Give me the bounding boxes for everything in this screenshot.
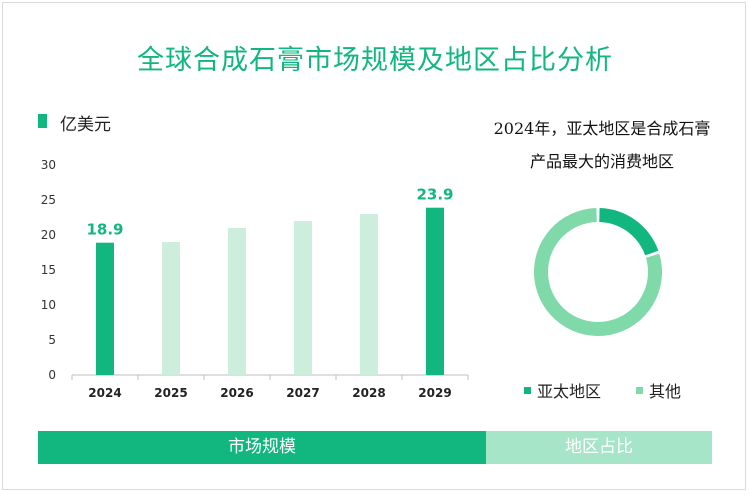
page-title: 全球合成石膏市场规模及地区占比分析 xyxy=(137,45,613,76)
pie-caption: 2024年，亚太地区是合成石膏 产品最大的消费地区 xyxy=(478,112,726,178)
y-tick-label: 5 xyxy=(48,333,56,347)
pie-caption-line2: 产品最大的消费地区 xyxy=(529,152,674,171)
donut-slice-0 xyxy=(599,208,659,256)
data-label-2029: 23.9 xyxy=(416,186,453,204)
bar-2025 xyxy=(162,242,180,375)
page-frame xyxy=(2,2,746,490)
y-tick-label: 10 xyxy=(41,298,56,312)
bar-2029 xyxy=(426,207,444,375)
x-tick-label: 2029 xyxy=(418,386,451,400)
data-label-2024: 18.9 xyxy=(86,221,123,239)
y-tick-label: 0 xyxy=(48,368,56,382)
legend-item-other: 其他 xyxy=(636,378,681,402)
unit-marker xyxy=(38,114,47,128)
donut-chart xyxy=(534,208,662,336)
tab-market-size[interactable]: 市场规模 xyxy=(38,431,486,464)
x-tick-label: 2025 xyxy=(154,386,187,400)
bar-2026 xyxy=(228,228,246,375)
y-tick-label: 15 xyxy=(41,263,56,277)
x-tick-label: 2026 xyxy=(220,386,253,400)
legend-item-asia: 亚太地区 xyxy=(524,378,601,402)
y-tick-label: 20 xyxy=(41,228,56,242)
tab-bar: 市场规模 地区占比 xyxy=(38,431,712,464)
y-tick-label: 25 xyxy=(41,193,56,207)
bar-2028 xyxy=(360,214,378,375)
x-tick-label: 2027 xyxy=(286,386,319,400)
legend-label-other: 其他 xyxy=(649,382,682,401)
tab-region-share[interactable]: 地区占比 xyxy=(486,431,712,464)
legend-swatch-other xyxy=(636,386,643,394)
bar-2027 xyxy=(294,221,312,375)
x-tick-label: 2028 xyxy=(352,386,385,400)
bar-2024 xyxy=(96,242,114,375)
legend-label-asia: 亚太地区 xyxy=(537,382,602,401)
legend-swatch-asia xyxy=(524,386,531,394)
x-tick-label: 2024 xyxy=(88,386,121,400)
unit-label: 亿美元 xyxy=(60,115,111,135)
pie-caption-line1: 2024年，亚太地区是合成石膏 xyxy=(493,119,711,138)
y-tick-label: 30 xyxy=(41,158,56,172)
